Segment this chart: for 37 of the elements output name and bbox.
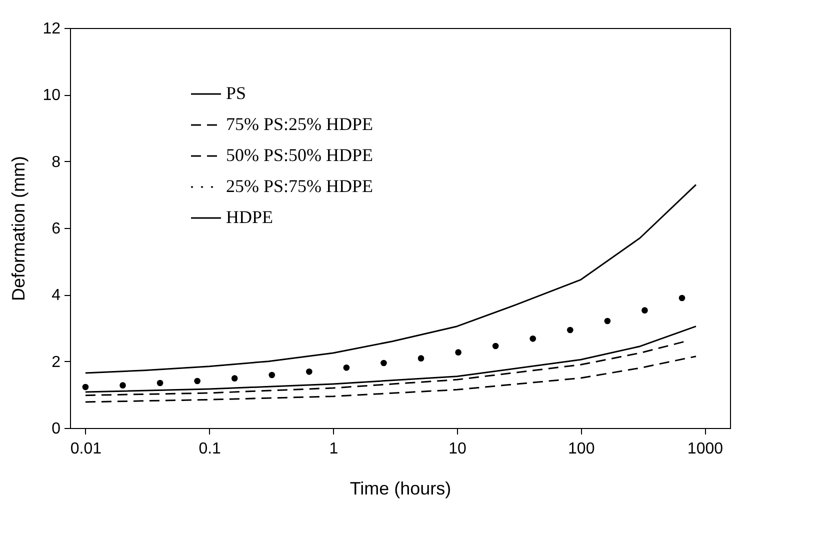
point <box>306 368 312 375</box>
point <box>455 349 462 356</box>
point <box>566 326 574 334</box>
x-tick-label: 1 <box>329 440 338 458</box>
point <box>231 375 238 382</box>
x-tick-label: 1000 <box>687 440 724 458</box>
point <box>604 318 611 324</box>
legend-label: PS <box>226 83 246 103</box>
y-tick-label: 8 <box>52 154 61 171</box>
point <box>678 294 686 302</box>
y-tick-label: 0 <box>52 420 61 438</box>
point <box>418 355 424 362</box>
x-tick-label: 0.1 <box>198 440 222 458</box>
point <box>343 364 350 371</box>
x-tick-label: 100 <box>568 440 595 458</box>
legend-label: HDPE <box>226 207 274 227</box>
point <box>82 384 89 390</box>
x-axis-title: Time (hours) <box>350 478 452 498</box>
legend-label: 75% PS:25% HDPE <box>226 114 374 134</box>
x-tick-label: 10 <box>448 440 467 458</box>
point <box>194 378 200 384</box>
legend-label: 50% PS:50% HDPE <box>226 145 374 165</box>
y-tick-label: 2 <box>52 354 61 371</box>
y-tick-label: 4 <box>52 287 61 304</box>
point <box>268 372 276 378</box>
y-tick-label: 12 <box>42 20 61 38</box>
y-axis-title: Deformation (mm) <box>8 156 29 302</box>
point <box>642 307 648 314</box>
point <box>156 380 164 386</box>
point <box>492 342 499 350</box>
x-tick-label: 0.01 <box>70 440 102 458</box>
legend-label: 25% PS:75% HDPE <box>226 176 374 196</box>
point <box>530 336 536 342</box>
y-tick-label: 6 <box>52 220 61 238</box>
y-tick-label: 10 <box>42 87 61 104</box>
point <box>120 382 126 388</box>
point <box>380 360 387 366</box>
